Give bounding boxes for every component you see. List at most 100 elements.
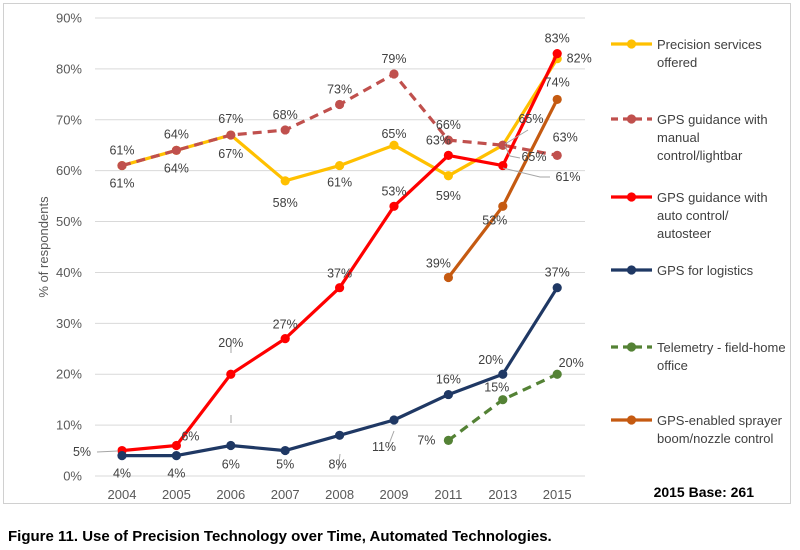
data-label: 64% <box>164 161 189 175</box>
data-label: 65% <box>381 127 406 141</box>
x-tick-label: 2004 <box>108 487 137 502</box>
data-point <box>171 451 181 461</box>
data-label: 61% <box>109 144 134 158</box>
data-point <box>389 140 399 150</box>
data-label: 37% <box>327 267 352 281</box>
data-label: 67% <box>218 147 243 161</box>
legend-label: offered <box>657 55 697 70</box>
legend-swatch-marker <box>626 192 637 202</box>
data-labels: 61% 64% 67% 58% 61% 65% 59% 65% 82% 61% 64% 67% 68% 7… <box>73 32 592 481</box>
data-label: 5% <box>276 458 294 472</box>
data-point <box>117 160 127 171</box>
data-label: 27% <box>273 318 298 332</box>
data-point <box>443 272 453 283</box>
data-label: 37% <box>545 266 570 280</box>
gridlines <box>95 17 585 477</box>
data-label: 6% <box>181 429 199 443</box>
data-point <box>443 135 453 145</box>
label-leader-lines <box>96 129 550 471</box>
series-group <box>117 49 562 461</box>
data-point <box>280 334 290 344</box>
x-tick-label: 2008 <box>325 487 354 502</box>
data-label: 73% <box>327 83 352 97</box>
data-point <box>226 369 236 379</box>
x-axis-ticks: 2004 2005 2006 2007 2008 2009 2011 2013 2015 <box>108 487 572 502</box>
data-label: 11% <box>372 440 396 454</box>
data-label: 6% <box>222 457 240 471</box>
data-point <box>552 94 562 105</box>
data-label: 63% <box>426 133 451 147</box>
data-label: 66% <box>436 118 461 132</box>
data-point <box>498 160 508 171</box>
data-point <box>335 430 345 440</box>
data-point <box>389 415 399 425</box>
leader-line <box>504 129 529 145</box>
data-label: 8% <box>329 457 347 471</box>
legend-label: auto control/ <box>657 208 729 223</box>
x-tick-label: 2007 <box>271 487 300 502</box>
data-point <box>443 171 453 181</box>
figure-caption: Figure 11. Use of Precision Technology o… <box>8 528 552 545</box>
data-point <box>498 369 508 379</box>
legend-label: boom/nozzle control <box>657 431 773 446</box>
data-point <box>226 130 236 140</box>
data-point <box>552 283 562 293</box>
leader-line <box>502 167 550 178</box>
data-label: 61% <box>109 177 134 191</box>
legend-label: office <box>657 358 688 373</box>
data-point <box>335 283 345 293</box>
y-tick-label: 60% <box>56 163 82 178</box>
data-label: 5% <box>73 445 91 459</box>
y-tick-label: 90% <box>56 11 82 26</box>
legend-item-3: GPS for logistics <box>611 263 754 278</box>
data-label: 15% <box>484 381 509 395</box>
data-point <box>498 201 508 211</box>
legend-label: GPS guidance with <box>657 112 768 127</box>
data-point <box>443 389 453 400</box>
base-annotation: 2015 Base: 261 <box>653 484 754 500</box>
data-label: 59% <box>436 189 461 203</box>
data-point <box>280 176 290 186</box>
data-point <box>443 435 453 445</box>
data-point <box>552 150 562 160</box>
data-point <box>498 395 508 405</box>
legend-label: Telemetry - field-home <box>657 340 786 355</box>
legend-item-0: Precision services offered <box>611 37 762 70</box>
legend-swatch-marker <box>626 415 637 425</box>
data-point <box>389 69 399 79</box>
data-label: 83% <box>545 32 570 46</box>
x-tick-label: 2015 <box>543 487 572 502</box>
data-point <box>280 445 290 456</box>
data-label: 65% <box>521 150 546 164</box>
data-point <box>280 125 290 135</box>
y-tick-label: 10% <box>56 418 82 433</box>
legend-swatch-marker <box>626 265 637 275</box>
y-tick-label: 80% <box>56 61 82 76</box>
y-axis-label: % of respondents <box>36 196 51 298</box>
y-tick-label: 40% <box>56 265 82 280</box>
leader-line <box>96 450 119 453</box>
legend-label: GPS for logistics <box>657 263 754 278</box>
legend-item-5: GPS-enabled sprayer boom/nozzle control <box>611 413 783 446</box>
leader-line <box>337 453 341 471</box>
y-axis-ticks: 0% 10% 20% 30% 40% 50% 60% 70% 80% 90% <box>56 11 82 484</box>
legend-label: manual <box>657 130 700 145</box>
data-label: 53% <box>482 213 507 227</box>
data-label: 20% <box>218 336 243 350</box>
data-label: 64% <box>164 127 189 141</box>
data-point <box>226 440 236 451</box>
leader-line <box>388 430 395 445</box>
data-label: 7% <box>417 433 435 447</box>
legend-label: GPS-enabled sprayer <box>657 413 783 428</box>
data-label: 4% <box>113 467 131 481</box>
data-label: 67% <box>218 112 243 126</box>
x-tick-label: 2005 <box>162 487 191 502</box>
data-label: 82% <box>567 52 592 66</box>
y-tick-label: 70% <box>56 112 82 127</box>
data-point <box>552 49 562 59</box>
data-label: 53% <box>381 184 406 198</box>
data-point <box>335 99 345 110</box>
data-point <box>389 201 399 211</box>
data-point <box>171 145 181 155</box>
leader-line <box>504 145 521 159</box>
